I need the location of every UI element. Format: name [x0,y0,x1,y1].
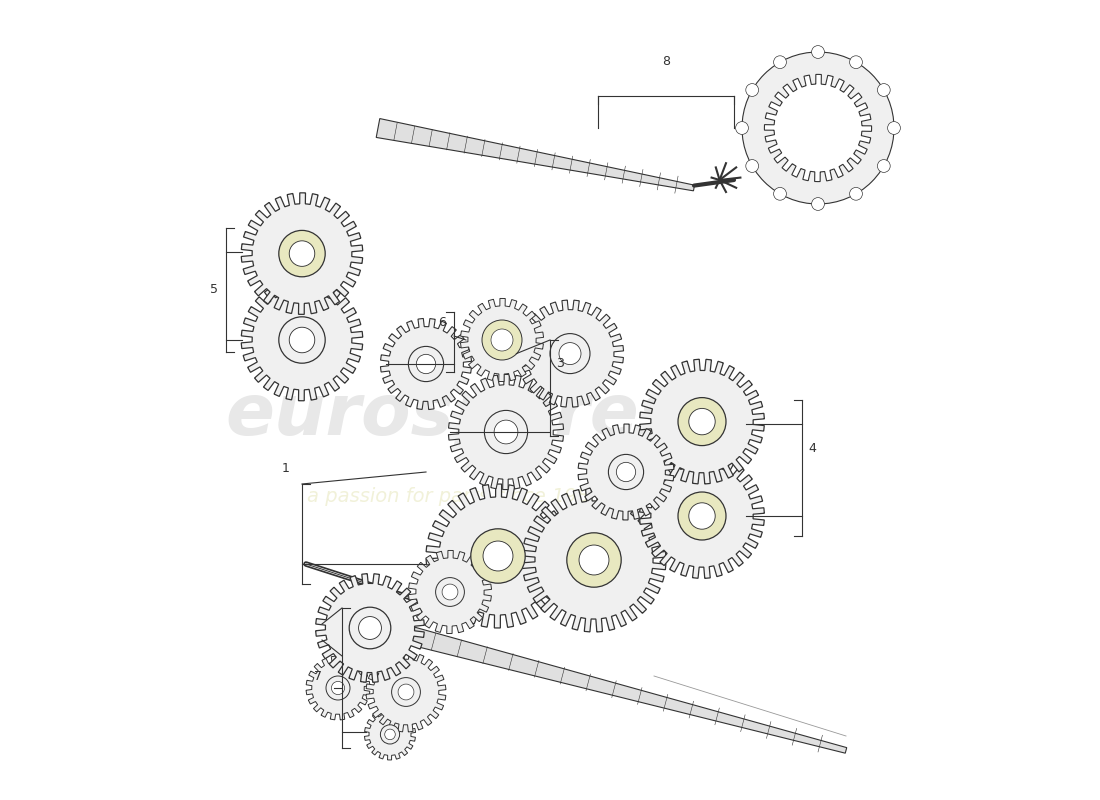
Polygon shape [449,374,563,490]
Text: 3: 3 [557,358,564,370]
Circle shape [678,492,726,540]
Circle shape [416,354,436,374]
Circle shape [482,320,522,360]
Circle shape [359,617,382,639]
Polygon shape [640,359,764,484]
Polygon shape [379,618,847,753]
Polygon shape [517,300,624,407]
Circle shape [471,529,525,583]
Circle shape [773,56,786,69]
Circle shape [608,454,644,490]
Circle shape [408,346,443,382]
Polygon shape [241,279,363,401]
Circle shape [616,462,636,482]
Circle shape [746,160,759,172]
Circle shape [349,607,390,649]
Circle shape [878,160,890,172]
Polygon shape [579,424,674,520]
Circle shape [392,678,420,706]
Circle shape [736,122,748,134]
Circle shape [849,187,862,200]
Circle shape [849,56,862,69]
Text: 1: 1 [282,462,290,474]
Circle shape [483,541,513,571]
Circle shape [812,46,824,58]
Circle shape [326,676,350,700]
Circle shape [442,584,458,600]
Circle shape [385,729,395,740]
Polygon shape [764,74,871,182]
Polygon shape [316,574,425,682]
Text: 7: 7 [314,670,322,682]
Circle shape [398,684,414,700]
Circle shape [678,398,726,446]
Polygon shape [640,454,764,578]
Text: eurospares: eurospares [226,382,682,450]
Circle shape [278,230,326,277]
Circle shape [812,198,824,210]
Polygon shape [366,652,446,732]
Circle shape [746,84,759,96]
Text: 5: 5 [210,283,218,296]
Polygon shape [522,488,666,632]
Text: 6: 6 [438,316,446,329]
Polygon shape [376,118,694,191]
Circle shape [484,410,528,454]
Text: 4: 4 [808,442,816,454]
Polygon shape [408,550,492,634]
Circle shape [878,84,890,96]
Polygon shape [426,484,570,628]
Circle shape [289,241,315,266]
Circle shape [888,122,901,134]
Circle shape [773,187,786,200]
Circle shape [331,682,344,694]
Polygon shape [306,656,370,720]
Circle shape [559,342,581,365]
Circle shape [491,329,513,351]
Text: a passion for parts since 1985: a passion for parts since 1985 [307,486,602,506]
Circle shape [436,578,464,606]
Circle shape [550,334,590,374]
Circle shape [494,420,518,444]
Circle shape [689,502,715,530]
Circle shape [579,545,609,575]
Polygon shape [241,193,363,314]
Circle shape [381,725,399,744]
Polygon shape [461,298,543,382]
Text: 8: 8 [662,55,670,68]
Circle shape [689,408,715,435]
Circle shape [278,317,326,363]
Circle shape [289,327,315,353]
Circle shape [742,52,894,204]
Polygon shape [381,318,472,410]
Circle shape [566,533,621,587]
Polygon shape [364,709,416,760]
